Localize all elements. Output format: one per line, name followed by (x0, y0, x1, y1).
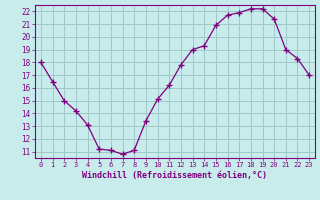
X-axis label: Windchill (Refroidissement éolien,°C): Windchill (Refroidissement éolien,°C) (83, 171, 268, 180)
